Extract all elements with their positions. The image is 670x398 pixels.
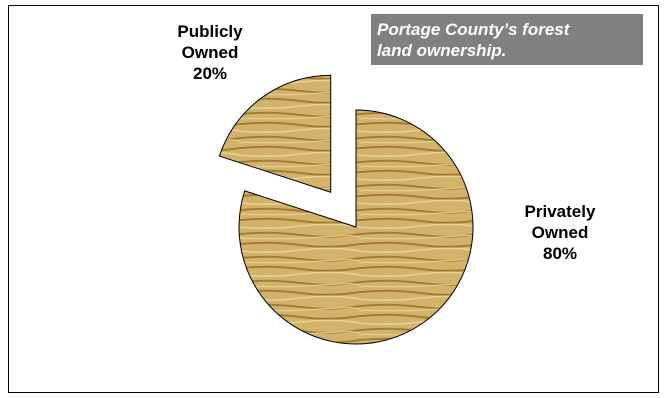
chart-title-line-1: Portage County’s forest (377, 20, 570, 39)
label-publicly-owned-line-2: Owned (181, 43, 239, 62)
label-publicly-owned: Publicly Owned 20% (160, 21, 260, 84)
label-publicly-owned-percent: 20% (192, 64, 228, 83)
label-privately-owned: Privately Owned 80% (505, 201, 615, 264)
chart-title: Portage County’s forest land ownership. (371, 14, 643, 65)
pie-slice-privately-owned (238, 109, 474, 345)
label-privately-owned-line-1: Privately (524, 202, 596, 221)
label-privately-owned-percent: 80% (542, 244, 578, 263)
pie-slice-publicly-owned (218, 74, 332, 193)
chart-title-line-2: land ownership. (377, 41, 507, 60)
label-privately-owned-line-2: Owned (531, 223, 589, 242)
label-publicly-owned-line-1: Publicly (177, 22, 243, 41)
